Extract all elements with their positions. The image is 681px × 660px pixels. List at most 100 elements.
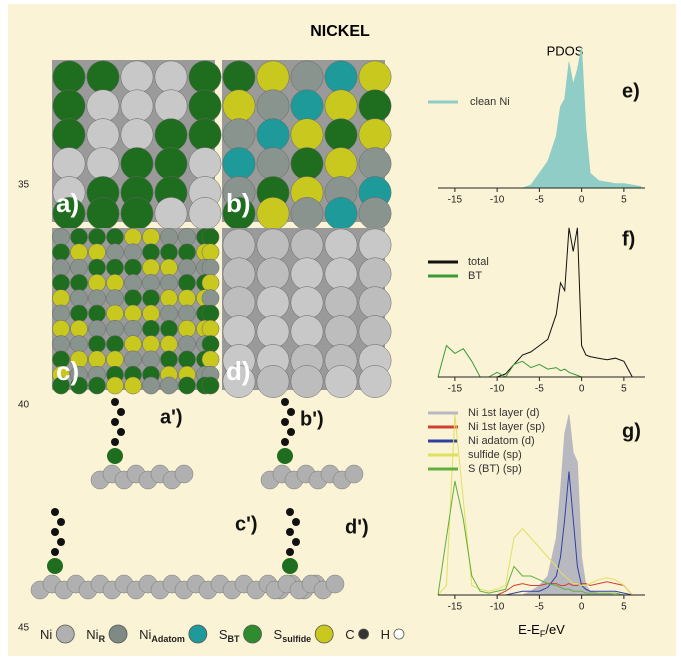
x-tick-label: 5	[621, 602, 627, 613]
legend-label: clean Ni	[470, 96, 510, 108]
line-number: 35	[18, 180, 30, 191]
atom	[223, 229, 255, 261]
atom	[257, 365, 289, 397]
atom	[88, 228, 105, 245]
atom-name: Ni	[40, 627, 52, 642]
atom	[291, 197, 323, 229]
x-tick-label: 0	[579, 195, 585, 206]
atom-legend-swatch	[394, 629, 404, 639]
atom	[70, 336, 87, 353]
atom	[178, 351, 195, 368]
atom	[292, 538, 300, 546]
xlabel-part: /eV	[545, 622, 565, 637]
legend-label: sulfide (sp)	[468, 449, 522, 461]
atom-name: C	[345, 627, 354, 642]
atom-subscript: BT	[228, 634, 240, 644]
atom	[257, 287, 289, 319]
atom	[52, 244, 69, 261]
atom	[257, 316, 289, 348]
atom	[124, 244, 141, 261]
atom	[155, 197, 187, 229]
atom	[325, 287, 357, 319]
atom	[291, 90, 323, 122]
atom	[88, 259, 105, 276]
atom	[202, 259, 219, 276]
figure: NICKEL 35 40 45 a)b)c)d)a')b')c')d')NiNi…	[0, 0, 681, 660]
image-label: d)	[226, 356, 251, 386]
atom	[47, 558, 63, 574]
atom	[121, 61, 153, 93]
atom	[189, 197, 221, 229]
atom	[87, 197, 119, 229]
atom	[202, 351, 219, 368]
atom	[142, 259, 159, 276]
atom	[106, 320, 123, 337]
atom	[202, 305, 219, 322]
atom	[155, 119, 187, 151]
atom	[121, 90, 153, 122]
x-tick-label: -10	[490, 384, 505, 395]
atom	[106, 290, 123, 307]
atom	[291, 287, 323, 319]
atom	[142, 336, 159, 353]
atom-subscript: Adatom	[151, 634, 185, 644]
atom	[52, 305, 69, 322]
atom	[121, 119, 153, 151]
atom	[178, 320, 195, 337]
atom	[52, 259, 69, 276]
atom	[345, 465, 363, 483]
atom	[88, 244, 105, 261]
atom	[202, 228, 219, 245]
atom-legend-swatch	[189, 625, 207, 643]
atom	[124, 305, 141, 322]
atom	[178, 274, 195, 291]
atom-legend-swatch	[359, 629, 369, 639]
atom	[223, 119, 255, 151]
atom	[359, 197, 391, 229]
atom	[359, 90, 391, 122]
atom	[124, 320, 141, 337]
atom	[359, 365, 391, 397]
atom	[106, 259, 123, 276]
atom	[117, 408, 125, 416]
plot-title: PDOS	[547, 43, 584, 58]
atom	[277, 448, 293, 464]
atom	[142, 244, 159, 261]
atom	[291, 229, 323, 261]
atom	[189, 61, 221, 93]
atom	[142, 305, 159, 322]
atom	[142, 320, 159, 337]
x-tick-label: -15	[448, 602, 463, 613]
atom	[155, 90, 187, 122]
atom-name: S	[274, 627, 283, 642]
legend-label: Ni adatom (d)	[468, 435, 535, 447]
atom	[287, 428, 295, 436]
atom	[178, 228, 195, 245]
atom	[106, 377, 123, 394]
atom	[359, 258, 391, 290]
atom	[88, 336, 105, 353]
atom	[88, 351, 105, 368]
atom	[87, 119, 119, 151]
atom	[257, 148, 289, 180]
x-tick-label: 0	[579, 384, 585, 395]
panel-label: e)	[622, 80, 640, 102]
atom	[124, 228, 141, 245]
atom	[57, 518, 65, 526]
atom	[88, 377, 105, 394]
atom	[142, 290, 159, 307]
atom	[359, 61, 391, 93]
atom	[257, 229, 289, 261]
atom	[291, 316, 323, 348]
atom	[111, 398, 119, 406]
model-label: b')	[300, 408, 324, 430]
atom	[178, 305, 195, 322]
x-tick-label: -5	[535, 602, 544, 613]
atom	[223, 287, 255, 319]
atom	[124, 351, 141, 368]
atom	[257, 90, 289, 122]
legend-label: total	[468, 256, 489, 268]
atom	[325, 90, 357, 122]
atom	[286, 548, 294, 556]
atom	[223, 148, 255, 180]
